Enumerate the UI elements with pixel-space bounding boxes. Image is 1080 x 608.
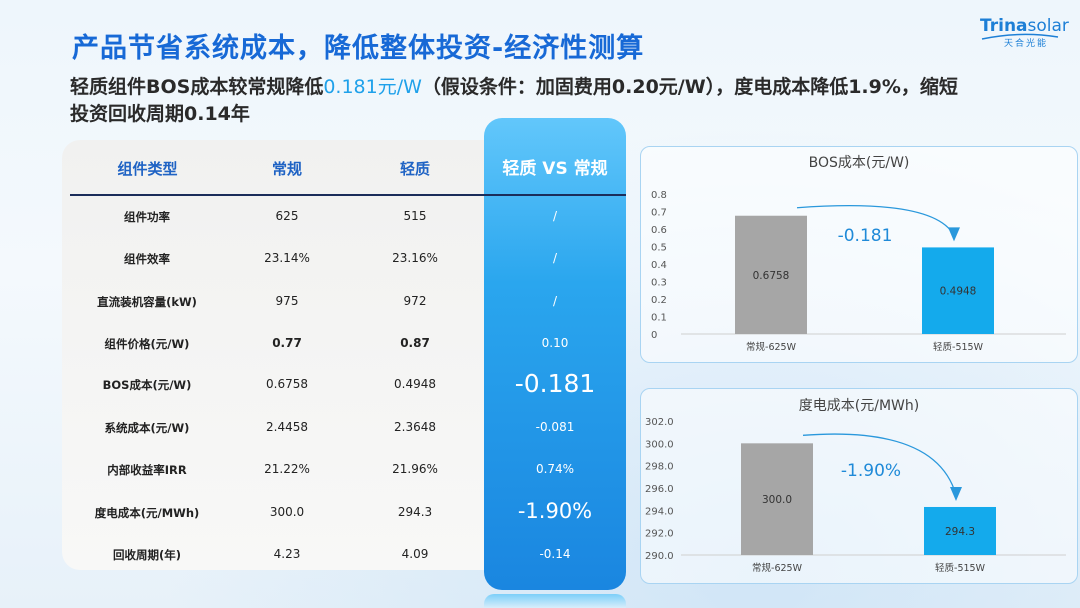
y-tick-label: 296.0 — [645, 484, 674, 495]
logo-chinese-name: 天合光能 — [1004, 39, 1049, 49]
cell-light: 23.16% — [392, 251, 438, 265]
y-tick-label: 0.7 — [651, 208, 667, 219]
cell-regular: 4.23 — [273, 547, 301, 561]
cell-comparison: / — [552, 251, 558, 265]
subtitle-part2: （假设条件：加固费用0.20元/W），度电成本降低1.9%，缩短投资回收周期0.… — [70, 76, 958, 125]
y-tick-label: 0.2 — [651, 295, 667, 306]
cell-comparison: / — [552, 209, 558, 223]
cell-comparison: 0.10 — [541, 336, 569, 350]
cell-regular: 0.6758 — [266, 377, 308, 391]
row-label: 内部收益率IRR — [107, 463, 187, 477]
row-label: 系统成本(元/W) — [104, 421, 190, 435]
x-category-label: 轻质-515W — [935, 562, 986, 574]
trinasolar-logo: Trinasolar 天合光能 — [980, 16, 1069, 56]
y-tick-label: 294.0 — [645, 506, 674, 517]
cell-light: 4.09 — [401, 547, 429, 561]
table-header-regular: 常规 — [271, 160, 302, 178]
lcoe-chart-panel: 度电成本(元/MWh) 290.0 292.0 294.0 296.0 298.0 300.… — [640, 388, 1078, 584]
decrease-arrow-line — [802, 433, 957, 496]
logo-brand: Trinasolar — [980, 16, 1069, 36]
decrease-annotation: -1.90% — [841, 461, 901, 481]
bos-cost-chart: BOS成本(元/W) 0 0.1 0.2 0.3 0.4 0.5 0.6 0.7 0.8 0.675… — [651, 155, 1066, 353]
cell-comparison: / — [552, 294, 558, 308]
decrease-annotation: -0.181 — [838, 226, 893, 246]
cell-regular: 975 — [275, 294, 299, 308]
y-tick-label: 298.0 — [645, 462, 674, 473]
cell-comparison: -1.90% — [517, 499, 593, 523]
cell-regular: 2.4458 — [266, 420, 308, 434]
bar-value-label: 294.3 — [945, 526, 975, 538]
bar-value-label: 0.6758 — [753, 270, 790, 282]
subtitle-highlight: 0.181元/W — [323, 76, 422, 98]
table-header-type: 组件类型 — [117, 160, 178, 178]
table-header-light: 轻质 — [399, 160, 430, 178]
cell-light: 972 — [403, 294, 427, 308]
decrease-arrow-head-icon — [950, 486, 962, 501]
x-category-label: 常规-625W — [752, 562, 803, 574]
bar-regular — [735, 215, 807, 334]
bar-value-label: 300.0 — [762, 494, 792, 506]
x-category-label: 常规-625W — [746, 341, 797, 353]
bar-light — [924, 506, 996, 555]
y-tick-label: 290.0 — [645, 551, 674, 562]
bar-light — [922, 247, 994, 334]
y-tick-label: 0.8 — [651, 190, 667, 201]
y-tick-label: 0.3 — [651, 278, 667, 289]
y-tick-label: 0.4 — [651, 260, 667, 271]
bar-value-label: 0.4948 — [940, 286, 977, 298]
cell-light: 515 — [403, 209, 427, 223]
cell-comparison: 0.74% — [535, 462, 575, 476]
page-subtitle: 轻质组件BOS成本较常规降低0.181元/W（假设条件：加固费用0.20元/W）… — [70, 74, 970, 128]
cell-comparison: -0.14 — [539, 547, 571, 561]
cell-light: 2.3648 — [394, 420, 436, 434]
cell-regular: 0.77 — [272, 336, 302, 350]
cell-light: 21.96% — [392, 462, 438, 476]
lcoe-chart: 度电成本(元/MWh) 290.0 292.0 294.0 296.0 298.0 300.… — [645, 398, 1066, 574]
cell-regular: 625 — [275, 209, 299, 223]
highlight-column-reflection — [484, 594, 626, 608]
row-label: BOS成本(元/W) — [102, 378, 192, 392]
y-tick-label: 302.0 — [645, 417, 674, 428]
cell-light: 0.87 — [400, 336, 430, 350]
cell-regular: 23.14% — [264, 251, 310, 265]
chart-title: BOS成本(元/W) — [809, 155, 910, 171]
decrease-arrow-head-icon — [948, 227, 960, 242]
y-tick-label: 300.0 — [645, 439, 674, 450]
logo-brand-light: solar — [1027, 16, 1069, 36]
x-category-label: 轻质-515W — [933, 341, 984, 353]
chart-title: 度电成本(元/MWh) — [799, 398, 919, 414]
cell-light: 0.4948 — [394, 377, 436, 391]
logo-swoosh-icon — [981, 33, 1059, 40]
row-label: 组件效率 — [124, 252, 170, 266]
bos-cost-chart-panel: BOS成本(元/W) 0 0.1 0.2 0.3 0.4 0.5 0.6 0.7 0.8 0.675… — [640, 146, 1078, 363]
page-title: 产品节省系统成本，降低整体投资-经济性测算 — [72, 33, 645, 64]
y-tick-label: 0.1 — [651, 313, 667, 324]
comparison-highlight-column — [484, 118, 626, 590]
bar-regular — [741, 443, 813, 555]
decrease-arrow-line — [796, 204, 955, 236]
y-tick-label: 0 — [651, 330, 657, 341]
logo-brand-bold: Trina — [980, 16, 1028, 36]
row-label: 度电成本(元/MWh) — [94, 506, 200, 520]
table-header-divider-highlight — [484, 194, 626, 196]
row-label: 回收周期(年) — [112, 548, 181, 562]
cell-comparison: -0.181 — [514, 369, 596, 398]
table-header-divider — [70, 194, 485, 196]
table-header-comparison: 轻质 VS 常规 — [502, 159, 608, 179]
row-label: 组件价格(元/W) — [104, 337, 190, 351]
row-label: 直流装机容量(kW) — [97, 295, 197, 309]
row-label: 组件功率 — [124, 210, 170, 224]
y-tick-label: 0.5 — [651, 243, 667, 254]
cell-comparison: -0.081 — [535, 420, 575, 434]
cell-regular: 21.22% — [264, 462, 310, 476]
y-tick-label: 0.6 — [651, 225, 667, 236]
y-tick-label: 292.0 — [645, 529, 674, 540]
cell-regular: 300.0 — [269, 505, 305, 519]
cell-light: 294.3 — [397, 505, 433, 519]
subtitle-part1: 轻质组件BOS成本较常规降低 — [70, 76, 324, 98]
